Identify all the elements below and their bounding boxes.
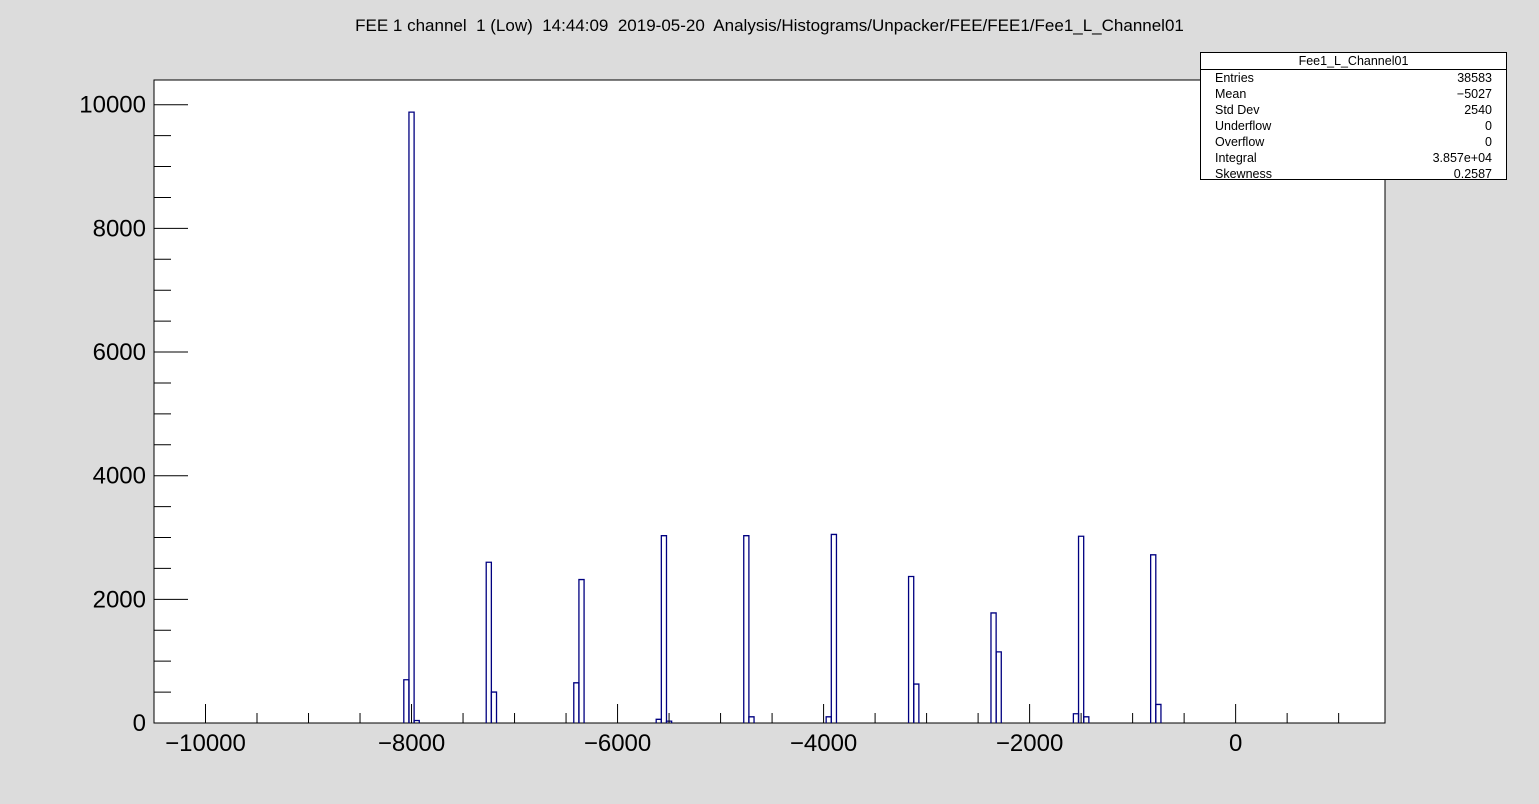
- histogram-bin: [1077, 535, 1085, 723]
- stats-value: 0: [1485, 119, 1492, 133]
- stats-value: 0.2587: [1453, 167, 1492, 181]
- stats-row: Integral 3.857e+04: [1201, 150, 1506, 166]
- histogram-bin: [907, 575, 915, 723]
- x-tick-label: −2000: [996, 730, 1063, 757]
- histogram-bin: [830, 533, 838, 723]
- histogram-bin: [660, 535, 668, 723]
- histogram-bin: [1150, 554, 1157, 723]
- axes: 0 2000 4000 6000 8000 10000 −10000 −8000 −6000 −4…: [79, 92, 1340, 757]
- histogram-bin: [995, 651, 1002, 723]
- y-tick-label: 4000: [93, 463, 146, 490]
- histogram-bin: [408, 111, 415, 723]
- stats-row: Skewness 0.2587: [1201, 166, 1506, 182]
- stats-label: Integral: [1215, 151, 1257, 165]
- histogram-bin: [413, 719, 420, 723]
- stats-value: 2540: [1464, 103, 1492, 117]
- histogram-bin: [748, 716, 755, 723]
- y-tick-label: 10000: [79, 92, 146, 119]
- stats-row: Overflow 0: [1201, 134, 1506, 150]
- stats-row: Mean −5027: [1201, 86, 1506, 102]
- plot-frame: [153, 79, 1386, 724]
- histogram-bins: [403, 111, 1162, 723]
- x-tick-label: 0: [1229, 730, 1242, 757]
- chart-title: FEE 1 channel 1 (Low) 14:44:09 2019-05-2…: [355, 16, 1184, 35]
- stats-value: 3.857e+04: [1432, 151, 1492, 165]
- y-tick-label: 0: [133, 710, 146, 737]
- histogram-bin: [913, 683, 920, 723]
- histogram-bin: [485, 561, 493, 723]
- x-tick-label: −10000: [165, 730, 246, 757]
- y-tick-label: 2000: [93, 586, 146, 613]
- x-tick-label: −6000: [584, 730, 651, 757]
- stats-row: Underflow 0: [1201, 118, 1506, 134]
- stats-label: Skewness: [1215, 167, 1272, 181]
- stats-value: −5027: [1456, 87, 1492, 101]
- y-tick-label: 8000: [93, 215, 146, 242]
- stats-box[interactable]: Fee1_L_Channel01 Entries 38583 Mean −5027 St…: [1200, 52, 1507, 182]
- stats-row: Entries 38583: [1201, 70, 1506, 86]
- stats-value: 0: [1485, 135, 1492, 149]
- stats-label: Mean: [1215, 87, 1247, 101]
- stats-label: Overflow: [1215, 135, 1265, 149]
- histogram-bin: [490, 691, 498, 723]
- stats-value: 38583: [1457, 71, 1492, 85]
- x-tick-label: −8000: [378, 730, 445, 757]
- y-tick-label: 6000: [93, 339, 146, 366]
- histogram-bin: [1083, 716, 1090, 723]
- histogram-bin: [1155, 703, 1162, 723]
- stats-label: Entries: [1215, 71, 1254, 85]
- x-tick-label: −4000: [790, 730, 857, 757]
- stats-label: Underflow: [1215, 119, 1272, 133]
- histogram-bin: [743, 535, 750, 723]
- stats-row: Std Dev 2540: [1201, 102, 1506, 118]
- stats-box-title: Fee1_L_Channel01: [1201, 53, 1506, 70]
- histogram-bin: [578, 578, 585, 723]
- stats-label: Std Dev: [1215, 103, 1260, 117]
